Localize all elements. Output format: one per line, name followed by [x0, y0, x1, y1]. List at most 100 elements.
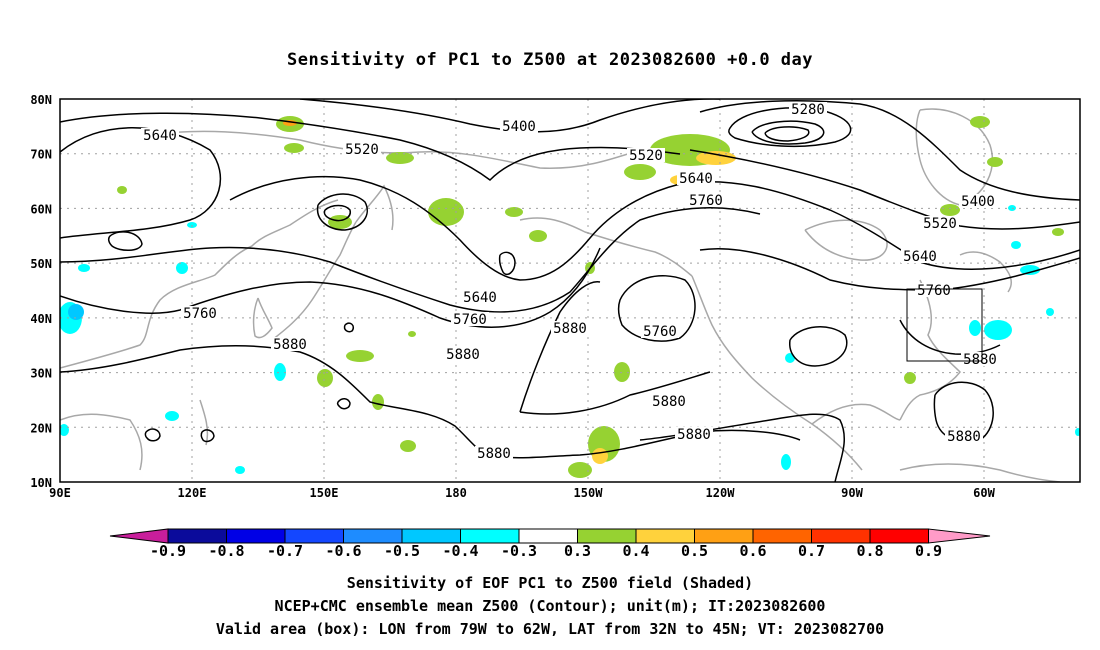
contour-label-bg — [959, 194, 997, 208]
contour-label-bg — [141, 128, 179, 142]
colorbar-swatch — [577, 528, 637, 544]
contour-5280-core — [764, 126, 810, 142]
contour-5640-a — [60, 127, 222, 239]
sensitivity-patch — [400, 440, 416, 452]
lat-label: 20N — [30, 421, 52, 435]
coastlines — [60, 108, 1061, 482]
colorbar-swatch — [167, 528, 227, 544]
sensitivity-patch — [317, 369, 333, 387]
contour-5760-c — [617, 275, 696, 342]
sensitivity-patch — [78, 264, 90, 272]
coastline-philippines — [199, 399, 209, 446]
contour-label: 5400 — [961, 194, 995, 210]
contour-label: 5880 — [273, 337, 307, 353]
page-title: Sensitivity of PC1 to Z500 at 2023082600… — [286, 50, 813, 70]
colorbar-swatch — [869, 528, 929, 544]
contour-5880-d — [519, 371, 711, 415]
contour-label-bg — [444, 347, 482, 361]
colorbar-swatch — [460, 528, 520, 544]
contour-label: 5880 — [652, 394, 686, 410]
contour-label: 5400 — [502, 119, 536, 135]
contour-5520-a — [60, 112, 681, 181]
coastline-korea — [252, 297, 273, 339]
colorbar-swatch — [401, 528, 461, 544]
colorbar-tick-label: 0.3 — [564, 542, 591, 560]
contour-label-bg — [945, 429, 983, 443]
lon-label: 150E — [310, 486, 339, 500]
lat-label: 10N — [30, 476, 52, 490]
lon-label: 120E — [178, 486, 207, 500]
colorbar-tick-label: -0.8 — [208, 542, 244, 560]
contour-closed-high — [316, 193, 368, 231]
colorbar-tick-label: 0.9 — [915, 542, 942, 560]
sensitivity-patch — [386, 152, 414, 164]
contour-label: 5640 — [143, 128, 177, 144]
contour-label-bg — [789, 102, 827, 116]
colorbar-end-right — [928, 528, 991, 544]
colorbar-tick-label: -0.4 — [442, 542, 478, 560]
contour-label: 5760 — [643, 324, 677, 340]
contour-label-bg — [451, 312, 489, 326]
sensitivity-patch — [1075, 428, 1080, 436]
contour-label-bg — [181, 306, 219, 320]
coastline-na-east — [899, 279, 961, 421]
sensitivity-patch — [408, 331, 416, 337]
lon-label: 90W — [841, 486, 863, 500]
lon-label: 90E — [49, 486, 71, 500]
colorbar-swatch — [752, 528, 812, 544]
sensitivity-patch — [346, 350, 374, 362]
colorbar-tick-label: 0.5 — [681, 542, 708, 560]
sensitivity-patch — [1020, 265, 1040, 275]
coastline-na-west — [691, 275, 863, 471]
colorbar-swatch — [343, 528, 403, 544]
sensitivity-patch — [1046, 308, 1054, 316]
colorbar-tick-label: 0.4 — [622, 542, 649, 560]
sensitivity-patch — [568, 462, 592, 478]
contour-5880-h — [498, 251, 516, 276]
contour-label-bg — [677, 171, 715, 185]
lon-label: 60W — [973, 486, 995, 500]
contour-label-bg — [687, 193, 725, 207]
contour-5520-b — [689, 149, 1080, 230]
contour-5280-inner — [751, 120, 825, 145]
contour-label: 5760 — [453, 312, 487, 328]
contour-label-bg — [461, 290, 499, 304]
coastline-labrador — [959, 251, 1012, 293]
contour-5400-b — [699, 99, 1080, 201]
contour-label: 5760 — [689, 193, 723, 209]
colorbar-tick-label: 0.7 — [798, 542, 825, 560]
colorbar-end-left — [109, 528, 169, 544]
contour-label-bg — [650, 394, 688, 408]
contour-label: 5640 — [463, 290, 497, 306]
sensitivity-patch — [284, 143, 304, 153]
contour-label: 5880 — [963, 352, 997, 368]
colorbar — [109, 528, 991, 544]
colorbar-tick-label: -0.5 — [384, 542, 420, 560]
contour-label-bg — [500, 119, 538, 133]
contour-5880-c — [519, 281, 601, 413]
colorbar-tick-label: -0.7 — [267, 542, 303, 560]
contour-label: 5520 — [923, 216, 957, 232]
coastline-gulf-mexico — [811, 403, 901, 425]
lat-label: 60N — [30, 202, 52, 216]
sensitivity-patch — [969, 320, 981, 336]
contour-5760-a — [107, 231, 143, 251]
contour-small-high — [200, 429, 215, 443]
colorbar-tick-label: 0.6 — [739, 542, 766, 560]
coastline-indochina — [60, 413, 143, 471]
lon-label: 150W — [574, 486, 604, 500]
lat-label: 50N — [30, 257, 52, 271]
colorbar-swatch — [226, 528, 286, 544]
footer-caption-2: NCEP+CMC ensemble mean Z500 (Contour); u… — [274, 597, 826, 615]
coastline-siberia-north — [149, 130, 641, 170]
colorbar-tick-label: -0.6 — [325, 542, 361, 560]
sensitivity-patch — [117, 186, 127, 194]
contour-label: 5520 — [345, 142, 379, 158]
sensitivity-patch — [529, 230, 547, 242]
colorbar-swatch — [694, 528, 754, 544]
coastline-south-america — [899, 463, 1061, 482]
map-frame — [59, 98, 1081, 483]
contour-5760-d — [699, 248, 1080, 291]
contour-label: 5880 — [677, 427, 711, 443]
